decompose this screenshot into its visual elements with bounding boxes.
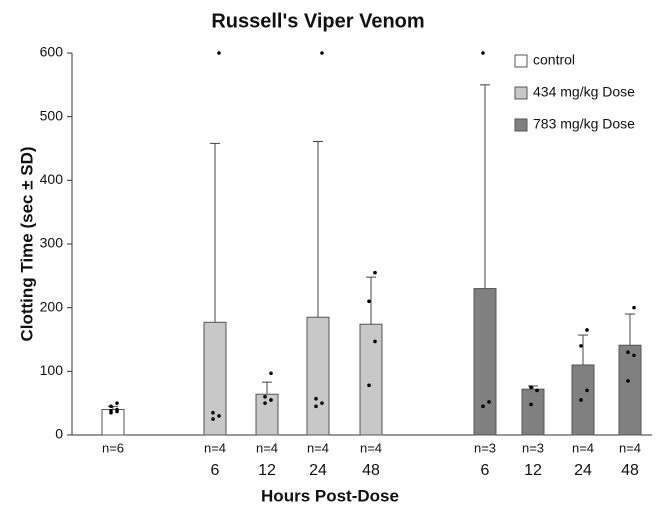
bar <box>473 288 497 436</box>
n-label: n=3 <box>522 440 544 455</box>
data-point <box>211 410 215 415</box>
data-point <box>373 270 377 275</box>
data-point <box>632 305 636 310</box>
data-point <box>367 383 371 388</box>
n-label: n=4 <box>204 440 226 455</box>
n-label: n=3 <box>474 440 496 455</box>
data-point <box>626 379 630 383</box>
legend-label: 434 mg/kg Dose <box>533 84 635 100</box>
data-point <box>314 404 318 409</box>
data-point <box>585 388 589 393</box>
data-point <box>481 51 485 55</box>
legend-label: 783 mg/kg Dose <box>533 116 635 132</box>
x-axis-label: Hours Post-Dose <box>261 486 399 505</box>
data-point <box>115 401 119 405</box>
y-axis-label: Clotting Time (sec ± SD) <box>17 146 36 341</box>
data-point <box>535 388 539 393</box>
data-point <box>263 395 267 399</box>
y-tick-label: 400 <box>40 171 64 187</box>
legend-swatch <box>514 118 528 132</box>
bar <box>203 321 227 436</box>
data-point <box>579 398 583 402</box>
data-point <box>314 396 318 401</box>
x-tick-label: 12 <box>258 462 276 479</box>
data-point <box>487 400 491 404</box>
x-tick-label: 24 <box>574 462 592 479</box>
data-point <box>115 407 119 412</box>
data-point <box>367 299 371 304</box>
y-tick-label: 100 <box>40 362 64 378</box>
data-point <box>585 328 589 332</box>
data-point <box>217 414 221 418</box>
x-tick-label: 12 <box>524 462 542 479</box>
bar <box>571 364 595 436</box>
data-point <box>217 51 221 55</box>
legend-swatch <box>514 54 528 68</box>
data-point <box>109 404 113 409</box>
n-label: n=4 <box>619 440 641 455</box>
data-point <box>109 409 113 413</box>
data-point <box>579 344 583 348</box>
n-label: n=4 <box>307 440 329 455</box>
data-point <box>632 353 636 358</box>
data-point <box>481 404 485 409</box>
n-label: n=4 <box>256 440 278 455</box>
data-point <box>263 401 267 405</box>
chart-title: Russell's Viper Venom <box>211 10 424 32</box>
n-label: n=4 <box>360 440 382 455</box>
x-tick-label: 48 <box>362 462 380 479</box>
data-point <box>529 402 533 407</box>
y-tick-label: 500 <box>40 107 64 123</box>
y-tick-label: 0 <box>55 426 63 442</box>
x-tick-label: 48 <box>621 462 639 479</box>
x-tick-label: 6 <box>481 462 490 479</box>
data-point <box>211 417 215 421</box>
bar <box>521 388 545 436</box>
n-label: n=6 <box>102 440 124 455</box>
legend-label: control <box>533 52 575 68</box>
x-tick-label: 24 <box>309 462 327 479</box>
bar <box>359 323 383 436</box>
bar <box>306 316 330 436</box>
data-point <box>626 350 630 355</box>
y-tick-label: 600 <box>40 44 64 60</box>
data-point <box>320 401 324 405</box>
n-label: n=4 <box>572 440 594 455</box>
data-point <box>320 51 324 55</box>
data-point <box>529 385 533 390</box>
bar <box>101 409 125 436</box>
legend-swatch <box>514 86 528 100</box>
bar <box>255 393 279 436</box>
y-tick-label: 200 <box>40 298 64 314</box>
y-tick-label: 300 <box>40 235 64 251</box>
x-tick-label: 6 <box>211 462 220 479</box>
data-point <box>269 371 273 376</box>
data-point <box>269 398 273 402</box>
data-point <box>373 339 377 344</box>
bar <box>618 344 642 436</box>
